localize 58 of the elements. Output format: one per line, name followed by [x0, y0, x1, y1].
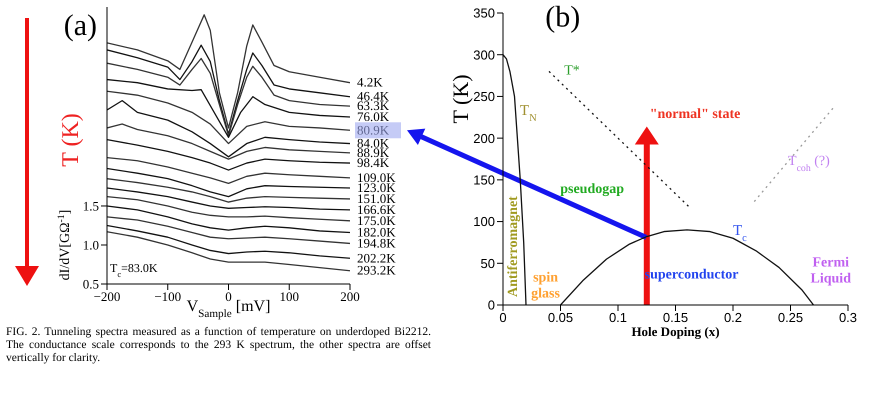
annotation: (b)	[545, 0, 580, 34]
y-tick-label: 1.5	[82, 198, 99, 214]
line-series	[107, 168, 350, 198]
series-label: 76.0K	[357, 109, 390, 124]
text: (a)	[64, 9, 97, 42]
y-tick-label: 350	[473, 6, 495, 21]
y-tick-label: 0.5	[82, 276, 99, 292]
y-tick-label: 300	[473, 47, 495, 62]
x-tick-label: 0.2	[724, 310, 742, 326]
line-series	[503, 54, 527, 305]
annotation: spin glass	[531, 270, 560, 302]
y-tick-label: 50	[480, 256, 495, 271]
y-axis-title: T (K)	[448, 74, 473, 124]
line-series	[107, 123, 350, 160]
text: T (K)	[58, 113, 84, 167]
annotation: T$_{coh}$ (?)	[788, 154, 830, 174]
line-series	[107, 139, 350, 171]
annotation: T*	[564, 64, 580, 79]
line-series	[107, 216, 350, 244]
series-label: 182.0K	[357, 224, 396, 240]
annotation: Fermi Liquid	[810, 255, 852, 286]
y-tick-label: 1.0	[82, 238, 99, 253]
x-axis-title: Hole Doping (x)	[631, 324, 720, 339]
annotation: T$_{c}$	[732, 222, 748, 244]
line-series	[107, 156, 350, 184]
y-tick-label: 250	[473, 89, 495, 104]
line-series	[107, 196, 350, 222]
annotation: "normal" state	[650, 107, 740, 122]
x-tick-label: −200	[94, 289, 120, 304]
annotation: T$_{c}$=83.0K	[110, 261, 158, 278]
x-tick-label: 0.05	[548, 310, 574, 326]
series-label: 202.2K	[357, 250, 396, 266]
line-series	[107, 100, 350, 158]
line-series	[107, 187, 350, 211]
y-tick-label: 150	[473, 172, 495, 188]
line-series	[107, 44, 350, 135]
caption: FIG. 2. Tunneling spectra measured as a function of temperature on underdoped Bi2212. The conductance scale corresponds to the 293 K spectrum, the other spectra are offset vertically for clarity.	[6, 326, 431, 365]
series-label: 4.2K	[357, 74, 384, 90]
series-label: 293.2K	[357, 262, 396, 278]
y-tick-label: 200	[473, 130, 495, 146]
x-tick-label: 0.3	[838, 310, 858, 326]
series-label: 80.9K	[357, 122, 390, 138]
y-tick-label: 100	[473, 214, 495, 230]
line-series	[107, 231, 350, 272]
line-series	[107, 178, 350, 203]
x-tick-label: 100	[280, 289, 299, 304]
line-series	[107, 90, 350, 144]
line-series	[107, 224, 350, 259]
x-tick-label: 0.15	[662, 310, 688, 326]
x-tick-label: 0	[499, 310, 507, 326]
annotation: T$_{N}$	[520, 102, 538, 124]
line-series	[107, 205, 350, 234]
x-tick-label: 0.1	[608, 310, 628, 326]
x-tick-label: 0.25	[778, 310, 804, 326]
x-tick-label: 200	[340, 289, 360, 304]
annotation: pseudogap	[560, 182, 624, 198]
x-tick-label: −100	[154, 289, 182, 304]
annotation: Antiferromagnet	[506, 196, 522, 298]
